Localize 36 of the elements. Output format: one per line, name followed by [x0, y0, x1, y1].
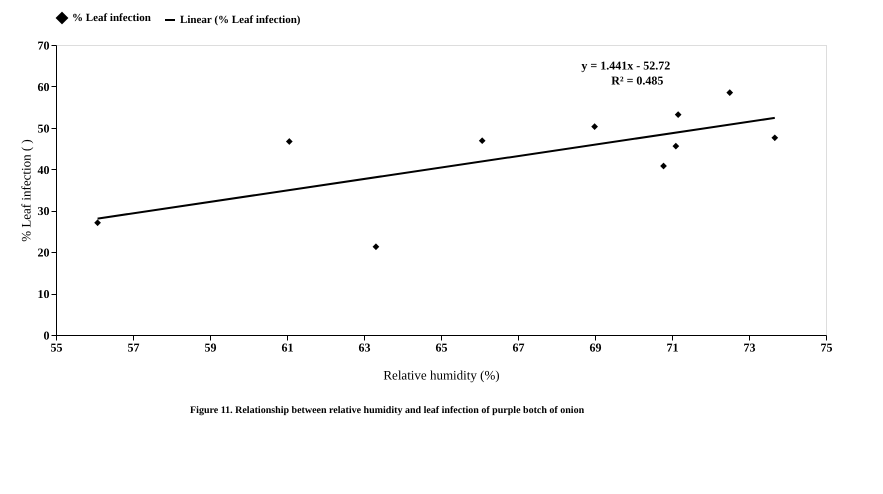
y-tick-label: 20 — [38, 246, 50, 260]
x-tick-label: 55 — [50, 340, 62, 354]
y-axis-title: % Leaf infection ( ) — [18, 139, 34, 242]
x-axis-title: Relative humidity (%) — [383, 368, 500, 382]
x-tick-label: 65 — [436, 340, 448, 354]
annotation: R² = 0.485 — [611, 73, 664, 88]
y-tick-label: 40 — [38, 162, 50, 177]
y-tick-label: 50 — [38, 121, 50, 136]
x-tick-label: 67 — [512, 340, 524, 354]
x-tick-label: 71 — [666, 340, 678, 354]
y-tick-label: 30 — [38, 204, 50, 218]
x-tick-label: 61 — [282, 340, 294, 354]
point — [372, 243, 380, 250]
legend-label: Linear (% Leaf infection) — [180, 14, 301, 26]
x-tick-label: 69 — [590, 340, 602, 354]
point — [771, 134, 778, 142]
y-tick-label: 0 — [44, 328, 50, 342]
y-tick-label: 60 — [38, 80, 50, 94]
annotation: y = 1.441x - 52.72 — [581, 58, 670, 72]
point — [286, 138, 293, 145]
y-tick-label: 70 — [38, 38, 50, 52]
y-tick-label: 10 — [38, 287, 50, 302]
x-tick-label: 75 — [820, 340, 832, 354]
point — [478, 137, 486, 144]
caption: Figure 11. Relationship between relative humidity and leaf infection of purple botch of onion — [190, 405, 585, 416]
point — [591, 123, 598, 130]
legend-label: % Leaf infection — [72, 12, 151, 24]
point — [674, 111, 682, 118]
point — [672, 142, 680, 150]
point — [94, 219, 101, 226]
x-tick-label: 57 — [128, 340, 140, 354]
x-tick-label: 73 — [744, 340, 756, 354]
x-tick-label: 63 — [358, 340, 370, 354]
x-tick-label: 59 — [204, 340, 216, 354]
point — [726, 89, 734, 96]
point — [660, 162, 667, 170]
